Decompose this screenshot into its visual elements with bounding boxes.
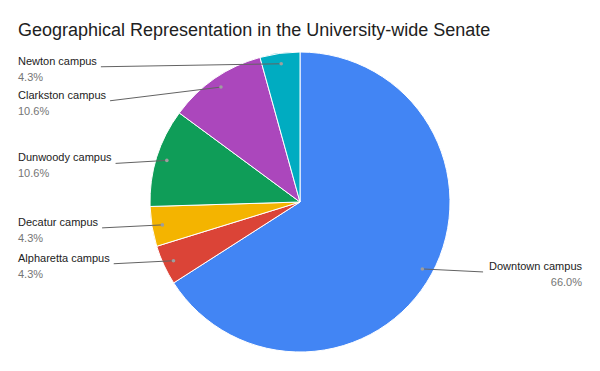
data-label: 10.6% (18, 167, 49, 179)
category-label: Dunwoody campus (18, 151, 112, 163)
leader-line (116, 160, 167, 163)
leader-line (422, 269, 483, 272)
leader-line (101, 64, 281, 67)
leader-dot (161, 223, 165, 227)
slices (150, 52, 450, 352)
data-label: 4.3% (18, 71, 43, 83)
leader-dot (165, 159, 169, 163)
leader-dot (172, 259, 176, 263)
leader-line (110, 87, 221, 101)
category-label: Downtown campus (489, 260, 582, 272)
category-label: Alpharetta campus (18, 252, 110, 264)
chart: Geographical Representation in the Unive… (0, 0, 600, 371)
category-label: Clarkston campus (18, 89, 107, 101)
category-label: Decatur campus (18, 216, 99, 228)
data-label: 4.3% (18, 232, 43, 244)
pie-slice (260, 52, 300, 202)
data-label: 66.0% (551, 276, 582, 288)
leader-dot (421, 267, 425, 271)
leader-dot (279, 62, 283, 66)
category-label: Newton campus (18, 55, 97, 67)
leader-line (114, 261, 174, 264)
leader-line (102, 225, 162, 228)
leader-dot (219, 85, 223, 89)
data-label: 10.6% (18, 105, 49, 117)
pie-slice (150, 202, 300, 246)
title: Geographical Representation in the Unive… (18, 20, 490, 40)
data-label: 4.3% (18, 268, 43, 280)
labels: Newton campus 4.3% Clarkston campus 10.6% Du… (18, 55, 582, 288)
